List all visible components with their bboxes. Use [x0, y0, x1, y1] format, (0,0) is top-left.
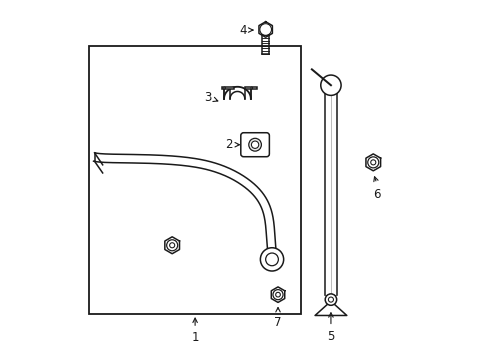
- Polygon shape: [365, 154, 380, 171]
- Polygon shape: [259, 22, 272, 37]
- Ellipse shape: [248, 138, 261, 151]
- Text: 3: 3: [203, 91, 217, 104]
- Polygon shape: [271, 287, 284, 302]
- Text: 1: 1: [191, 331, 199, 344]
- Bar: [89, 46, 300, 314]
- Circle shape: [320, 75, 341, 95]
- Circle shape: [259, 24, 271, 35]
- Text: 2: 2: [224, 138, 239, 151]
- Polygon shape: [324, 88, 337, 296]
- Polygon shape: [164, 237, 179, 254]
- Circle shape: [325, 294, 336, 305]
- FancyBboxPatch shape: [244, 86, 256, 90]
- Polygon shape: [316, 296, 344, 312]
- Polygon shape: [314, 301, 346, 315]
- Circle shape: [260, 248, 283, 271]
- Text: 5: 5: [326, 330, 334, 343]
- Text: 7: 7: [274, 316, 281, 329]
- Circle shape: [224, 87, 225, 89]
- FancyBboxPatch shape: [240, 133, 269, 157]
- FancyBboxPatch shape: [222, 86, 234, 90]
- Circle shape: [251, 141, 258, 148]
- Text: 6: 6: [372, 188, 380, 201]
- Circle shape: [250, 87, 252, 89]
- Text: 4: 4: [239, 23, 252, 37]
